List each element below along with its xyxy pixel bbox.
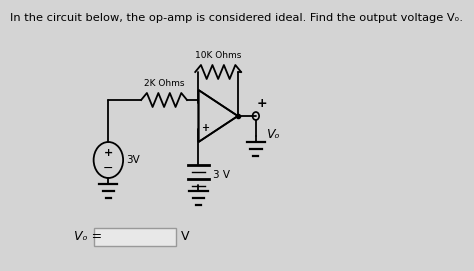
FancyBboxPatch shape xyxy=(94,228,175,246)
Text: Vₒ =: Vₒ = xyxy=(74,231,102,244)
Text: In the circuit below, the op-amp is considered ideal. Find the output voltage Vₒ: In the circuit below, the op-amp is cons… xyxy=(10,13,464,23)
Text: 3V: 3V xyxy=(127,155,140,165)
Text: 10K Ohms: 10K Ohms xyxy=(195,51,241,60)
Text: −: − xyxy=(103,162,114,175)
Text: 3 V: 3 V xyxy=(213,170,230,180)
Text: +: + xyxy=(201,123,209,133)
Text: 2K Ohms: 2K Ohms xyxy=(144,79,184,88)
Text: +: + xyxy=(104,148,113,158)
Text: Vₒ: Vₒ xyxy=(265,127,279,140)
Text: +: + xyxy=(201,123,209,133)
Text: V: V xyxy=(181,231,189,244)
Text: +: + xyxy=(257,97,268,110)
